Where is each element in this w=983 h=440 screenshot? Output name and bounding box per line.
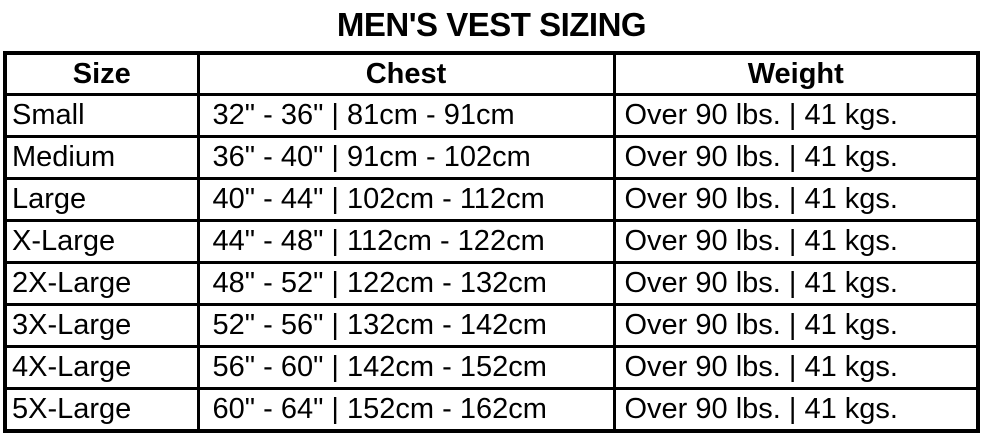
header-row: Size Chest Weight [3, 51, 980, 96]
weight-cell: Over 90 lbs. | 41 kgs. [612, 219, 980, 264]
chest-cell: 60" - 64" | 152cm - 162cm [196, 387, 616, 433]
weight-cell: Over 90 lbs. | 41 kgs. [612, 345, 980, 390]
size-cell: Large [3, 177, 200, 222]
chest-cell: 48" - 52" | 122cm - 132cm [196, 261, 616, 306]
size-cell: Medium [3, 135, 200, 180]
size-cell: Small [3, 93, 200, 138]
weight-cell: Over 90 lbs. | 41 kgs. [612, 93, 980, 138]
size-cell: 3X-Large [3, 303, 200, 348]
size-cell: X-Large [3, 219, 200, 264]
table-row: X-Large 44" - 48" | 112cm - 122cm Over 9… [3, 219, 980, 264]
chest-cell: 52" - 56" | 132cm - 142cm [196, 303, 616, 348]
weight-cell: Over 90 lbs. | 41 kgs. [612, 303, 980, 348]
table-row: 2X-Large 48" - 52" | 122cm - 132cm Over … [3, 261, 980, 306]
table-row: 4X-Large 56" - 60" | 142cm - 152cm Over … [3, 345, 980, 390]
size-cell: 2X-Large [3, 261, 200, 306]
chest-cell: 56" - 60" | 142cm - 152cm [196, 345, 616, 390]
size-cell: 4X-Large [3, 345, 200, 390]
column-header-weight: Weight [612, 51, 980, 96]
chest-cell: 32" - 36" | 81cm - 91cm [196, 93, 616, 138]
column-header-chest: Chest [196, 51, 616, 96]
weight-cell: Over 90 lbs. | 41 kgs. [612, 261, 980, 306]
weight-cell: Over 90 lbs. | 41 kgs. [612, 177, 980, 222]
chest-cell: 36" - 40" | 91cm - 102cm [196, 135, 616, 180]
table-row: Large 40" - 44" | 102cm - 112cm Over 90 … [3, 177, 980, 222]
weight-cell: Over 90 lbs. | 41 kgs. [612, 135, 980, 180]
table-row: Small 32" - 36" | 81cm - 91cm Over 90 lb… [3, 93, 980, 138]
table-row: 5X-Large 60" - 64" | 152cm - 162cm Over … [3, 387, 980, 433]
page-title: MEN'S VEST SIZING [336, 6, 647, 43]
size-cell: 5X-Large [3, 387, 200, 433]
weight-cell: Over 90 lbs. | 41 kgs. [612, 387, 980, 433]
table-row: 3X-Large 52" - 56" | 132cm - 142cm Over … [3, 303, 980, 348]
table-row: Medium 36" - 40" | 91cm - 102cm Over 90 … [3, 135, 980, 180]
chest-cell: 44" - 48" | 112cm - 122cm [196, 219, 616, 264]
chest-cell: 40" - 44" | 102cm - 112cm [196, 177, 616, 222]
column-header-size: Size [3, 51, 200, 96]
sizing-table: Size Chest Weight Small 32" - 36" | 81cm… [3, 51, 980, 433]
